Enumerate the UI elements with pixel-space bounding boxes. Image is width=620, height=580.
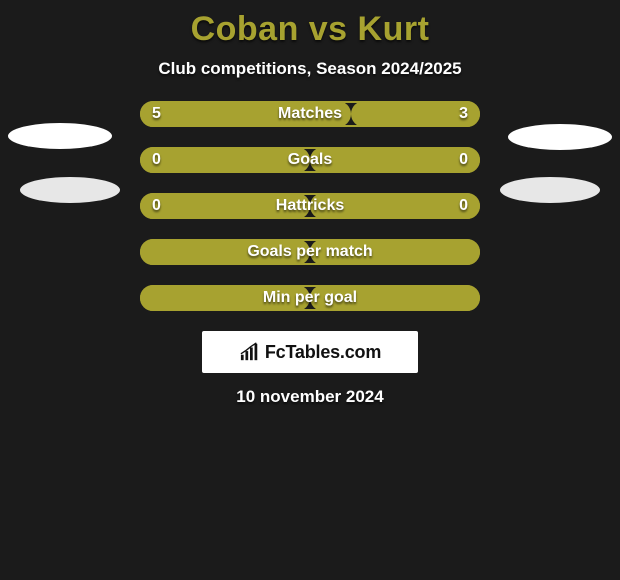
stat-metric-label: Matches [278, 105, 342, 123]
logo-box: FcTables.com [202, 331, 418, 373]
decorative-ellipse [500, 177, 600, 203]
stat-metric-label: Hattricks [276, 197, 344, 215]
decorative-ellipse [20, 177, 120, 203]
stat-row: Hattricks 0 0 [140, 193, 480, 219]
stat-value-left: 0 [152, 197, 161, 215]
date-text: 10 november 2024 [0, 387, 620, 407]
decorative-ellipse [508, 124, 612, 150]
stat-row: Goals per match [140, 239, 480, 265]
stat-metric-label: Min per goal [263, 289, 357, 307]
barchart-icon [239, 342, 261, 362]
subtitle: Club competitions, Season 2024/2025 [0, 59, 620, 79]
stat-row: Goals 0 0 [140, 147, 480, 173]
stat-row: Min per goal [140, 285, 480, 311]
card-inner: Coban vs Kurt Club competitions, Season … [0, 0, 620, 407]
page-title: Coban vs Kurt [0, 10, 620, 49]
comparison-card: Coban vs Kurt Club competitions, Season … [0, 0, 620, 580]
stat-value-right: 0 [459, 197, 468, 215]
stat-fill-left [140, 147, 310, 173]
stat-row: Matches 5 3 [140, 101, 480, 127]
stat-value-left: 5 [152, 105, 161, 123]
stat-metric-label: Goals per match [247, 243, 372, 261]
stat-value-left: 0 [152, 151, 161, 169]
logo-text: FcTables.com [265, 342, 381, 363]
stat-metric-label: Goals [288, 151, 332, 169]
stat-value-right: 3 [459, 105, 468, 123]
stat-fill-right [310, 147, 480, 173]
stat-value-right: 0 [459, 151, 468, 169]
decorative-ellipse [8, 123, 112, 149]
